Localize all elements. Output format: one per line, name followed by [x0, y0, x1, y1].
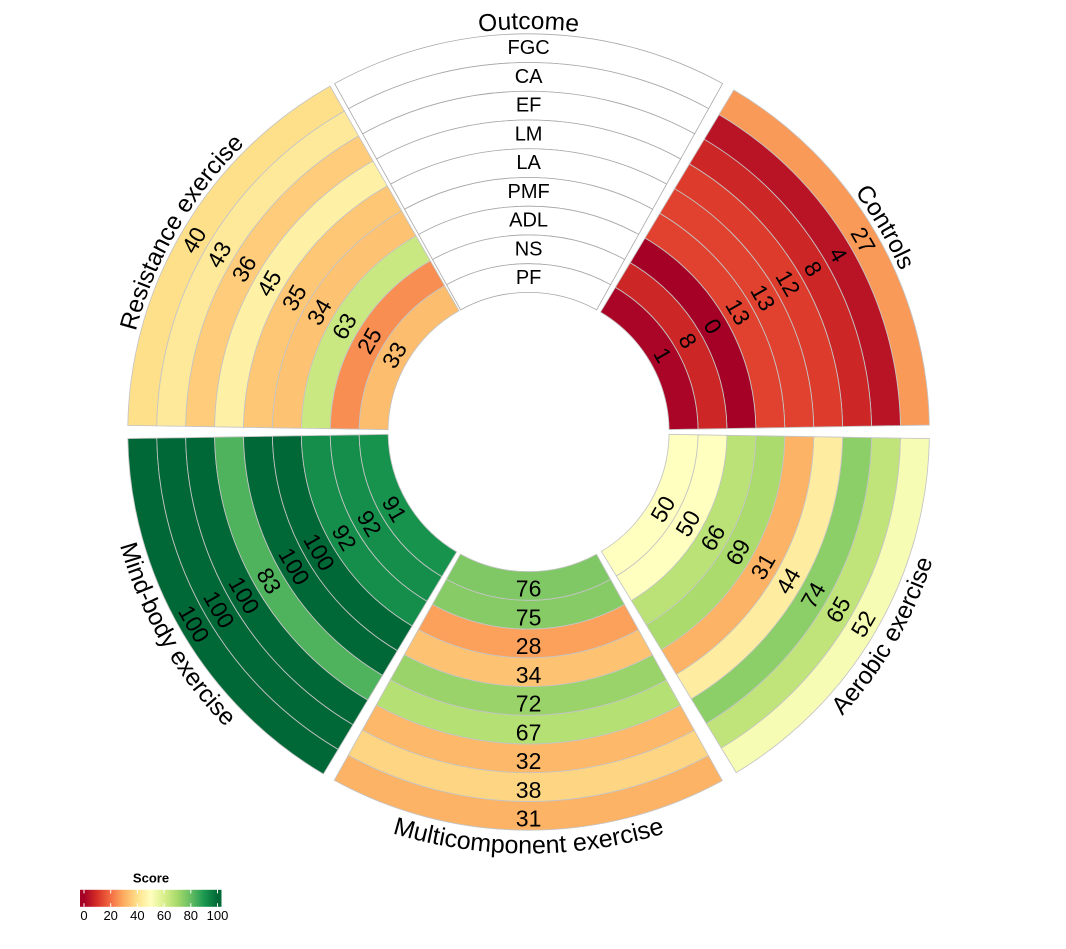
svg-text:CA: CA	[515, 66, 543, 88]
svg-text:72: 72	[516, 691, 542, 717]
svg-text:FGC: FGC	[507, 37, 549, 59]
svg-text:38: 38	[516, 777, 542, 803]
svg-text:32: 32	[516, 748, 542, 774]
svg-text:EF: EF	[516, 95, 542, 117]
svg-text:67: 67	[516, 719, 542, 745]
svg-text:PMF: PMF	[507, 181, 549, 203]
svg-text:LM: LM	[515, 123, 543, 145]
svg-text:Outcome: Outcome	[477, 8, 581, 38]
svg-text:20: 20	[103, 908, 117, 923]
svg-text:28: 28	[516, 633, 542, 659]
svg-text:100: 100	[207, 908, 229, 923]
svg-text:40: 40	[130, 908, 144, 923]
svg-text:LA: LA	[516, 152, 541, 174]
svg-text:60: 60	[157, 908, 171, 923]
svg-text:76: 76	[516, 576, 542, 602]
svg-text:75: 75	[516, 604, 542, 630]
svg-text:PF: PF	[516, 267, 542, 289]
svg-text:0: 0	[80, 908, 87, 923]
svg-text:Score: Score	[133, 871, 169, 886]
svg-text:NS: NS	[515, 238, 543, 260]
svg-text:ADL: ADL	[509, 210, 548, 232]
svg-text:34: 34	[516, 662, 542, 688]
svg-text:80: 80	[184, 908, 198, 923]
svg-text:31: 31	[516, 806, 542, 832]
